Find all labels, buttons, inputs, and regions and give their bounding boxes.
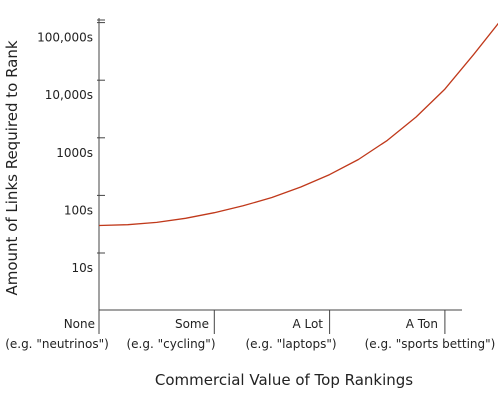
- y-tick-label: 1000s: [56, 146, 93, 160]
- x-tick-label: A Lot: [292, 317, 323, 331]
- series: [98, 22, 498, 227]
- axes: [98, 18, 462, 311]
- y-tick-label: 100,000s: [37, 31, 93, 45]
- x-tick-label: A Ton: [406, 317, 438, 331]
- y-axis-title: Amount of Links Required to Rank: [3, 40, 21, 295]
- x-tick-example: (e.g. "cycling"): [126, 337, 215, 351]
- y-ticks: 10s 100s 1000s 10,000s 100,000s: [37, 19, 105, 275]
- x-axis-title: Commercial Value of Top Rankings: [155, 371, 413, 389]
- x-tick-example: (e.g. "neutrinos"): [5, 337, 109, 351]
- x-tick-example: (e.g. "sports betting"): [365, 337, 496, 351]
- y-tick-label: 10s: [71, 261, 93, 275]
- x-tick-example: (e.g. "laptops"): [245, 337, 336, 351]
- y-tick-label: 100s: [64, 203, 93, 217]
- y-tick-label: 10,000s: [45, 88, 93, 102]
- series-line: [98, 22, 498, 227]
- x-tick-label: None: [64, 317, 95, 331]
- x-ticks: None (e.g. "neutrinos") Some (e.g. "cycling…: [5, 310, 495, 351]
- x-tick-label: Some: [175, 317, 209, 331]
